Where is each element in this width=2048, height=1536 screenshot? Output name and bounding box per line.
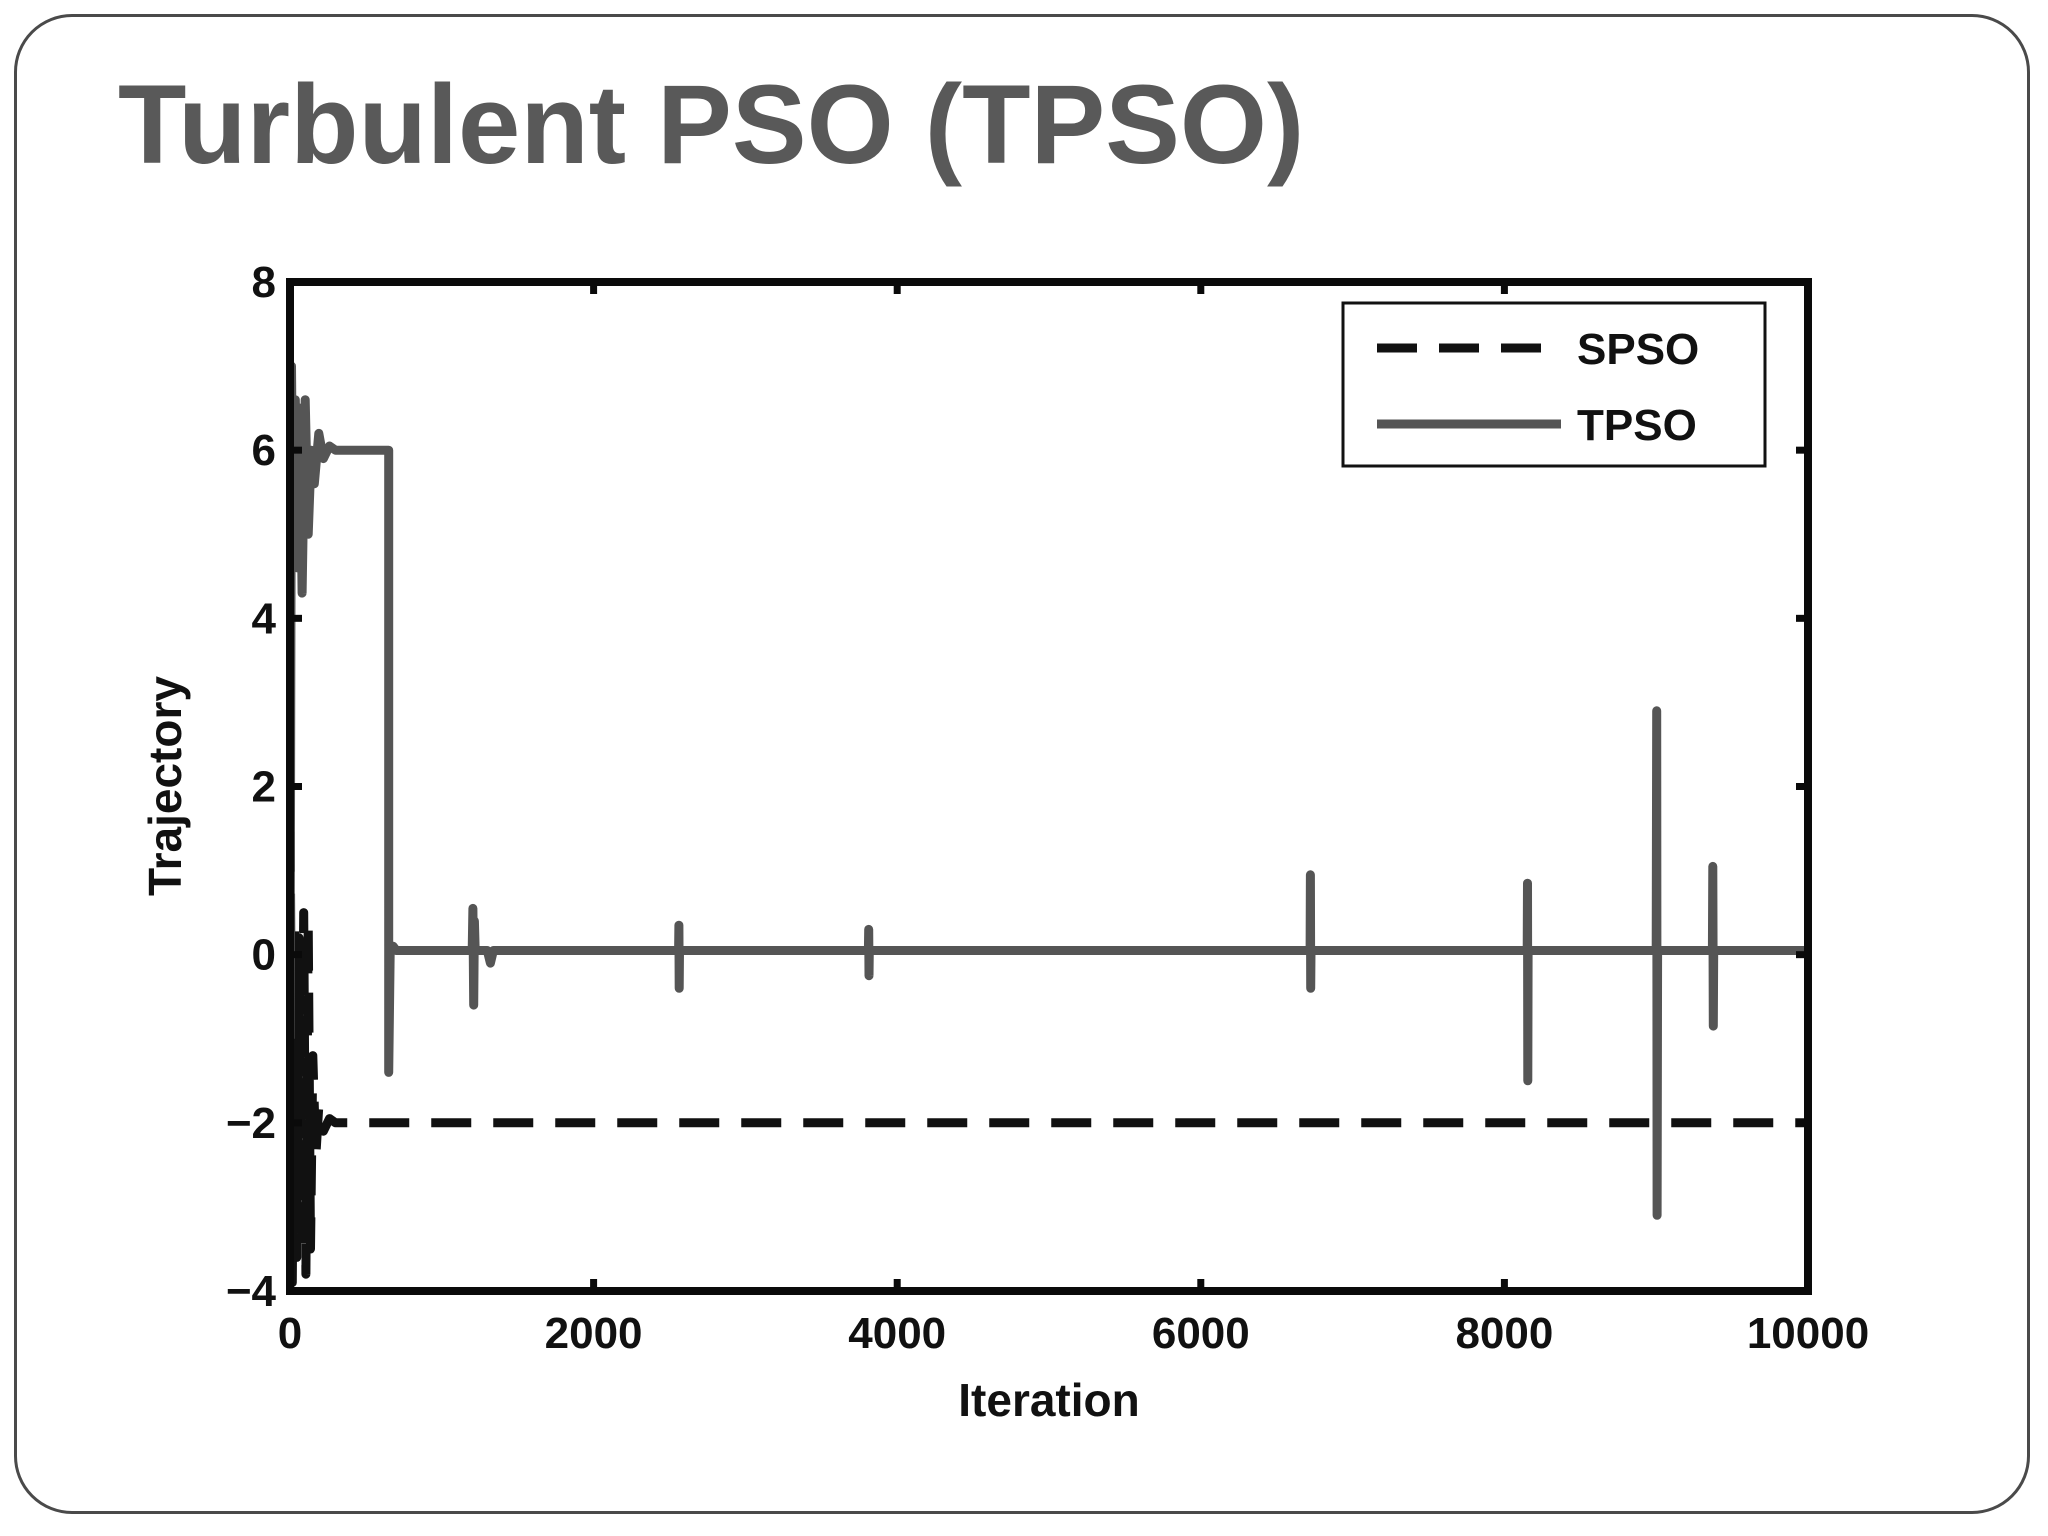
y-tick-label: 2 <box>252 763 276 812</box>
x-tick-label: 6000 <box>1152 1309 1250 1358</box>
legend: SPSO TPSO <box>1341 301 1767 468</box>
y-axis-label: Trajectory <box>139 676 191 896</box>
legend-label-tpso: TPSO <box>1577 401 1697 450</box>
x-tick-label: 8000 <box>1455 1309 1553 1358</box>
legend-label-spso: SPSO <box>1577 325 1699 374</box>
y-tick-label: −4 <box>226 1267 277 1316</box>
x-tick-label: 0 <box>278 1309 302 1358</box>
slide-title: Turbulent PSO (TPSO) <box>118 62 1305 187</box>
x-tick-label: 2000 <box>545 1309 643 1358</box>
series-line-spso <box>290 769 1808 1288</box>
x-axis-label: Iteration <box>958 1374 1139 1426</box>
y-tick-label: −2 <box>226 1099 276 1148</box>
tick-layer: 0 2000 4000 6000 8000 10000 −4 −2 0 2 4 6 8 <box>226 258 1869 1358</box>
y-tick-label: 6 <box>252 426 276 475</box>
x-tick-label: 4000 <box>848 1309 946 1358</box>
y-tick-label: 8 <box>252 258 276 307</box>
x-tick-label: 10000 <box>1747 1309 1869 1358</box>
y-tick-label: 0 <box>252 931 276 980</box>
legend-box <box>1341 301 1767 468</box>
y-tick-label: 4 <box>252 594 277 643</box>
series-layer <box>290 361 1808 1288</box>
series-line-tpso <box>290 361 1808 1220</box>
